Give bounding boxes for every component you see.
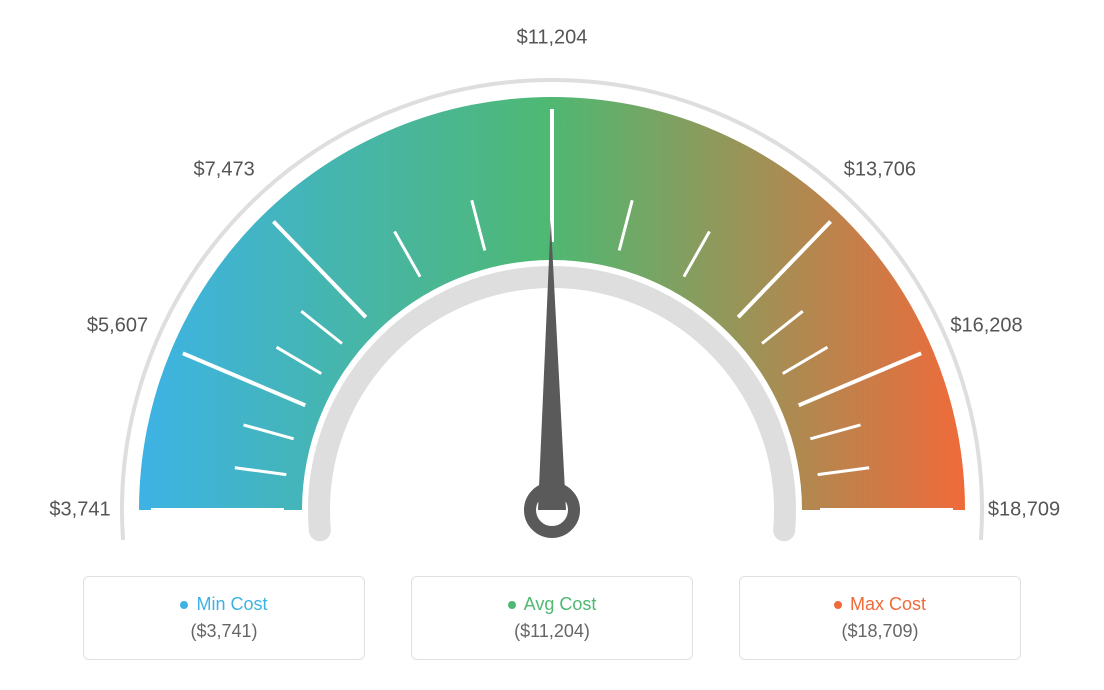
tick-label: $3,741 — [49, 499, 110, 522]
legend-dot-min — [180, 601, 188, 609]
tick-label: $13,706 — [844, 159, 916, 182]
legend-row: Min Cost ($3,741) Avg Cost ($11,204) Max… — [0, 576, 1104, 660]
legend-label-min: Min Cost — [196, 594, 267, 615]
tick-label: $5,607 — [87, 314, 148, 337]
legend-value-min: ($3,741) — [190, 621, 257, 642]
tick-label: $16,208 — [950, 314, 1022, 337]
tick-label: $7,473 — [194, 159, 255, 182]
legend-card-min: Min Cost ($3,741) — [83, 576, 365, 660]
legend-card-avg: Avg Cost ($11,204) — [411, 576, 693, 660]
legend-label-max: Max Cost — [850, 594, 926, 615]
legend-card-max: Max Cost ($18,709) — [739, 576, 1021, 660]
legend-label-avg: Avg Cost — [524, 594, 597, 615]
tick-label: $11,204 — [517, 27, 588, 50]
gauge-area: $3,741 $5,607 $7,473 $11,204 $13,706 $16,208 $… — [0, 0, 1104, 560]
gauge-svg — [0, 0, 1104, 560]
legend-dot-max — [834, 601, 842, 609]
cost-gauge-chart: $3,741 $5,607 $7,473 $11,204 $13,706 $16,208 $… — [0, 0, 1104, 690]
legend-dot-avg — [508, 601, 516, 609]
tick-label: $18,709 — [988, 499, 1060, 522]
legend-value-avg: ($11,204) — [514, 621, 590, 642]
gauge-needle — [538, 220, 566, 510]
legend-value-max: ($18,709) — [841, 621, 918, 642]
